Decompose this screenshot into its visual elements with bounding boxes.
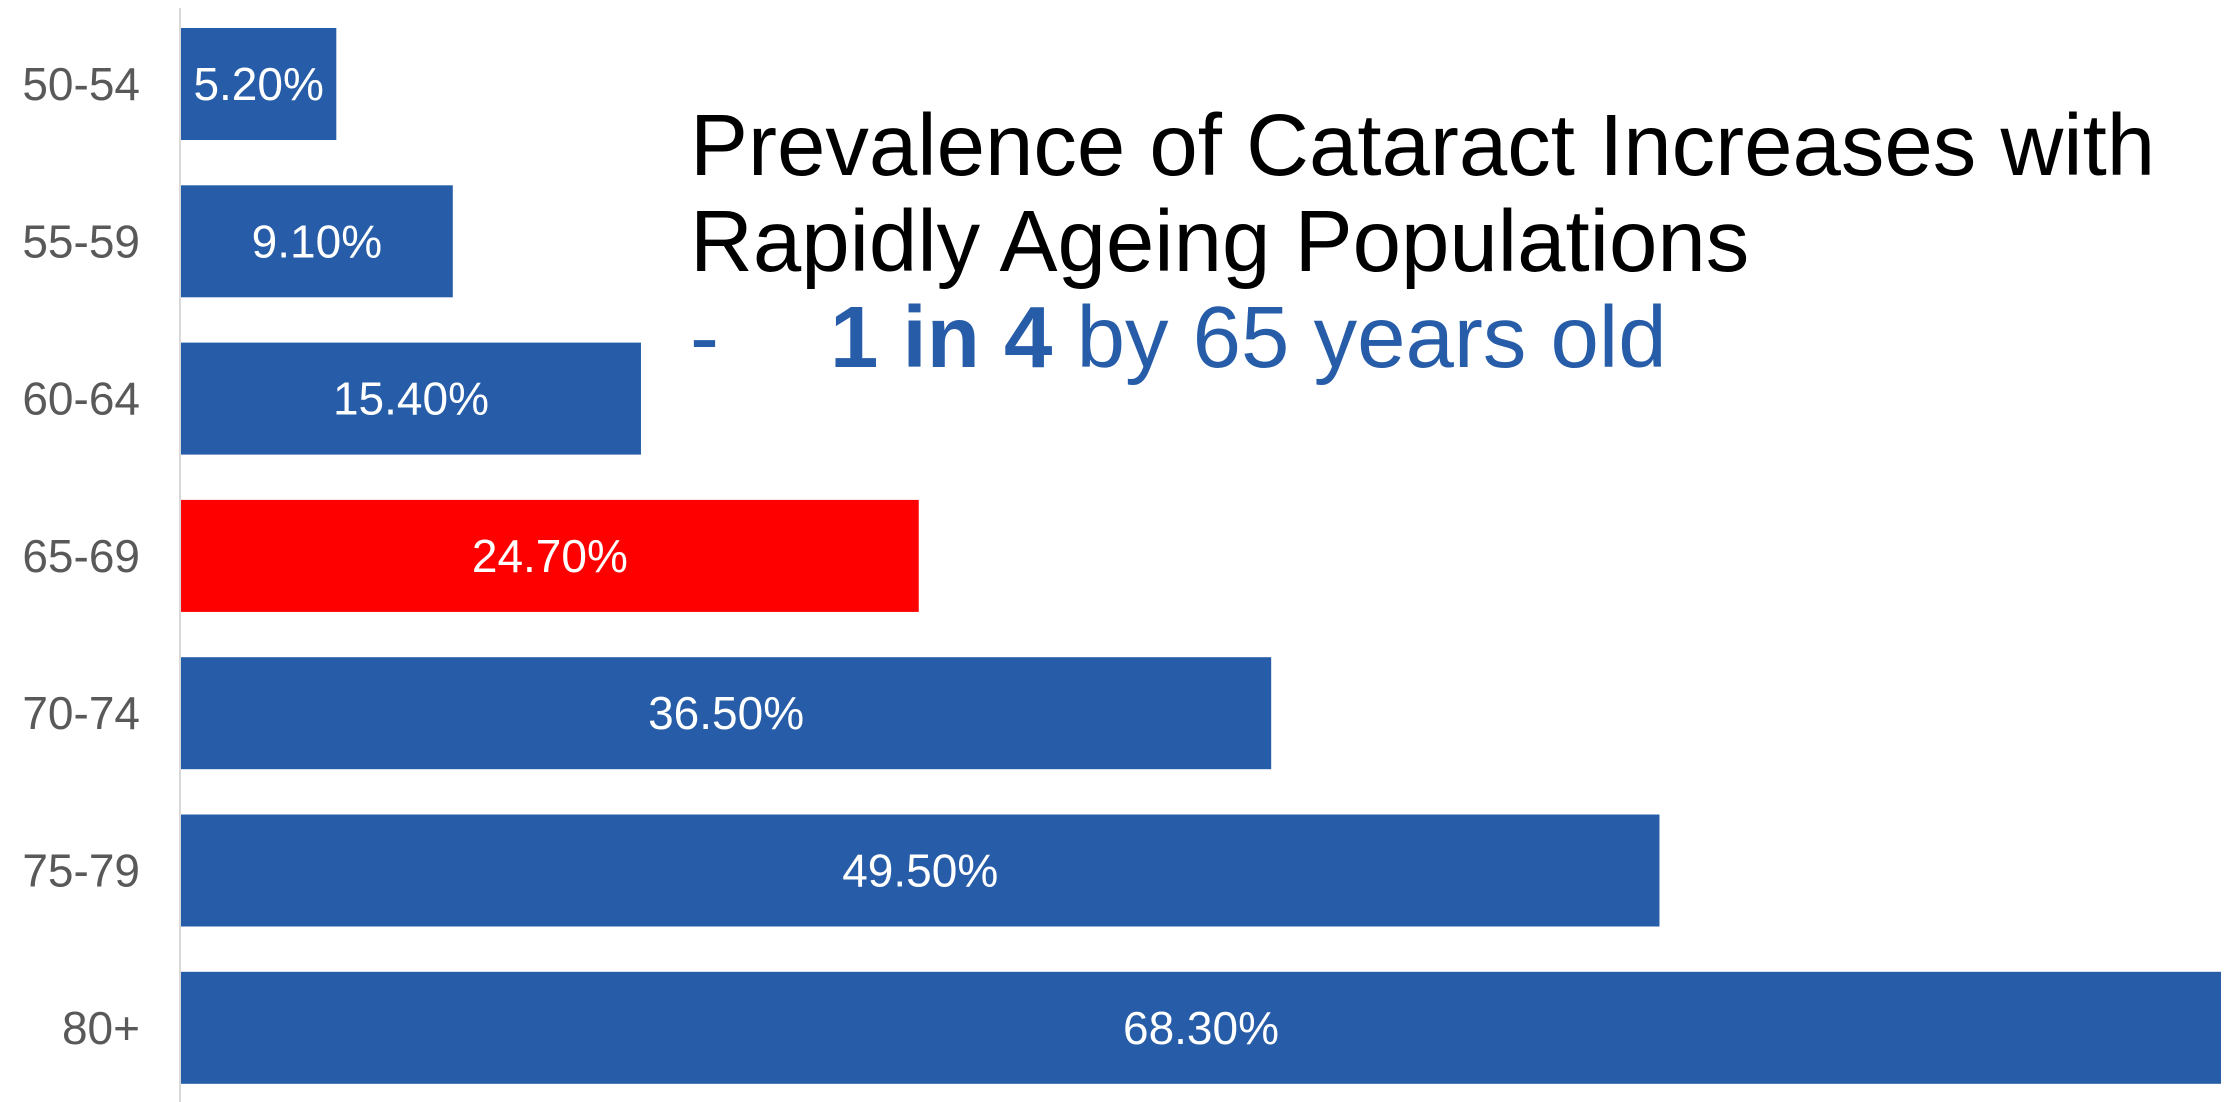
value-label-50-54: 5.20%	[193, 58, 323, 110]
category-label-65-69: 65-69	[22, 530, 140, 582]
subtitle-dash: -	[690, 289, 719, 386]
value-label-65-69: 24.70%	[472, 530, 628, 582]
value-label-70-74: 36.50%	[648, 687, 804, 739]
bar-70-74	[181, 657, 1272, 770]
chart-title-line-1: Prevalence of Cataract Increases with	[690, 97, 2156, 194]
bar-50-54	[181, 28, 337, 140]
bar-65-69	[181, 499, 919, 612]
bar-60-64	[181, 342, 641, 455]
bar-80plus	[181, 971, 2221, 1084]
category-label-70-74: 70-74	[22, 687, 140, 739]
chart-title-line-2: Rapidly Ageing Populations	[690, 193, 1750, 290]
value-labels-group: 5.20% 9.10% 15.40% 24.70% 36.50% 49.50% 68.30%	[193, 58, 1279, 1054]
value-label-55-59: 9.10%	[252, 215, 382, 267]
category-labels-group: 50-54 55-59 60-64 65-69 70-74 75-79 80+	[22, 58, 140, 1054]
chart-title-block: Prevalence of Cataract Increases with Ra…	[690, 98, 2230, 386]
value-label-80plus: 68.30%	[1123, 1002, 1279, 1054]
category-label-75-79: 75-79	[22, 845, 140, 897]
bar-55-59	[181, 185, 453, 298]
category-label-80plus: 80+	[62, 1002, 140, 1054]
category-label-50-54: 50-54	[22, 58, 140, 110]
category-label-55-59: 55-59	[22, 215, 140, 267]
value-label-60-64: 15.40%	[333, 373, 489, 425]
subtitle-rest: by 65 years old	[1052, 289, 1667, 386]
category-label-60-64: 60-64	[22, 373, 140, 425]
chart-subtitle: - 1 in 4 by 65 years old	[690, 290, 2230, 386]
subtitle-emphasis: 1 in 4	[830, 289, 1053, 386]
bar-75-79	[181, 814, 1660, 927]
bars-group	[181, 28, 2221, 1084]
value-label-75-79: 49.50%	[842, 845, 998, 897]
